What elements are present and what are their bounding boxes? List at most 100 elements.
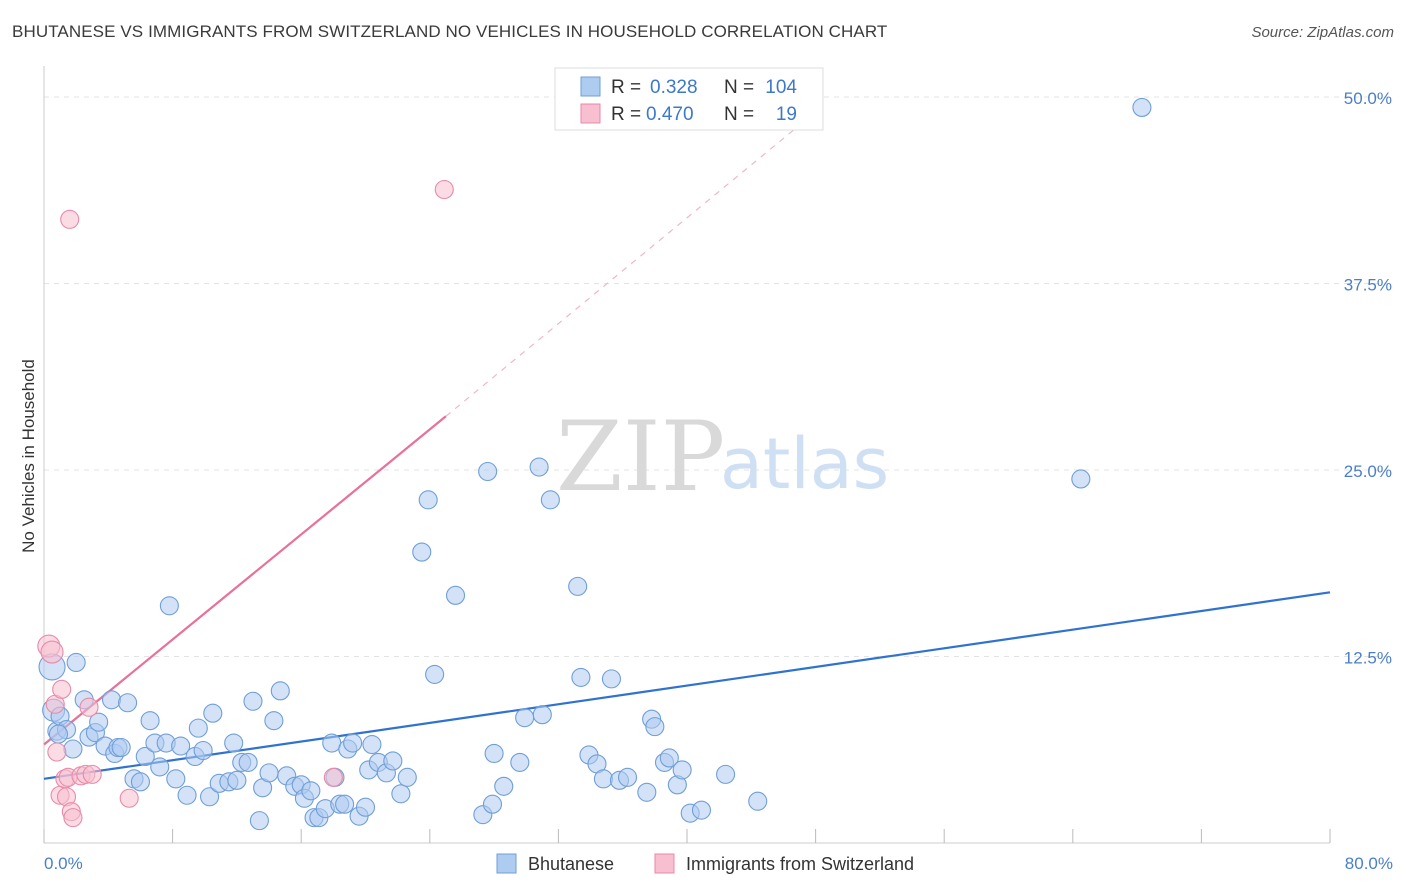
y-tick-label-2: 37.5% (1344, 276, 1392, 295)
bhutanese-point-49 (301, 781, 321, 801)
bhutanese-point-5 (63, 739, 83, 759)
bhutanese-point-73 (478, 461, 498, 482)
bhutanese-point-43 (264, 711, 284, 731)
bhutanese-point-27 (177, 785, 197, 805)
bhutanese-point-25 (166, 769, 186, 789)
watermark: ZIP atlas (556, 401, 889, 513)
bottom-legend-swatch-switzerland (654, 853, 675, 874)
x-tick-label-0: 0.0% (44, 854, 83, 873)
bhutanese-point-76 (494, 776, 514, 796)
bhutanese-point-42 (259, 763, 279, 783)
gridlines (44, 96, 1392, 657)
bhutanese-point-89 (617, 767, 638, 787)
y-tick-label-3: 50.0% (1344, 89, 1392, 108)
bhutanese-point-79 (529, 457, 549, 477)
bhutanese-point-101 (1071, 469, 1091, 489)
switzerland-point-15 (82, 764, 102, 784)
bhutanese-point-32 (203, 703, 223, 723)
bhutanese-point-98 (691, 800, 712, 820)
switzerland-point-14 (79, 697, 99, 717)
stats-legend: R = 0.328 N = 104 R = 0.470 N = 19 (554, 67, 824, 131)
bhutanese-point-94 (659, 748, 679, 768)
bhutanese-point-80 (532, 705, 552, 725)
bhutanese-point-96 (672, 760, 692, 780)
bhutanese-point-31 (200, 787, 220, 807)
bhutanese-point-53 (322, 733, 342, 753)
bhutanese-point-40 (249, 811, 269, 831)
watermark-zip: ZIP (556, 401, 725, 513)
bhutanese-point-19 (135, 746, 155, 767)
bhutanese-point-103 (48, 724, 69, 744)
bhutanese-point-26 (171, 736, 191, 756)
legend-r-value-2: 0.470 (646, 104, 694, 125)
bhutanese-point-12 (101, 690, 122, 710)
bhutanese-point-102 (1132, 97, 1152, 117)
y-tick-label-0: 12.5% (1344, 649, 1392, 668)
bhutanese-point-74 (482, 794, 503, 814)
bhutanese-point-83 (571, 667, 591, 687)
legend-n-value-1: 104 (765, 77, 797, 98)
bhutanese-point-70 (425, 664, 445, 684)
bottom-legend-label-switzerland: Immigrants from Switzerland (686, 854, 914, 874)
bhutanese-point-35 (224, 733, 244, 753)
bhutanese-point-68 (412, 542, 432, 562)
trend-lines (43, 111, 1331, 780)
x-tick-labels: 0.0% 80.0% (44, 854, 1393, 873)
switzerland-point-11 (63, 808, 83, 828)
bhutanese-point-18 (130, 772, 150, 792)
bhutanese-point-99 (716, 764, 736, 784)
bhutanese-point-16 (118, 693, 138, 713)
bhutanese-point-67 (397, 767, 417, 787)
bhutanese-point-56 (335, 794, 355, 814)
bhutanese-point-81 (540, 490, 560, 510)
bhutanese-point-6 (66, 652, 86, 673)
legend-n-label-1: N = (724, 77, 754, 98)
bottom-legend-label-bhutanese: Bhutanese (528, 854, 614, 874)
bhutanese-point-62 (362, 734, 382, 755)
switzerland-point-18 (434, 179, 454, 200)
bhutanese-point-24 (159, 596, 179, 616)
bhutanese-point-100 (748, 791, 768, 811)
bhutanese-point-86 (593, 769, 613, 789)
bhutanese-point-71 (445, 585, 466, 605)
watermark-atlas: atlas (720, 423, 889, 505)
bhutanese-point-22 (150, 757, 170, 777)
switzerland-point-1 (40, 640, 64, 664)
bhutanese-point-39 (243, 691, 263, 711)
legend-swatch-bhutanese (580, 76, 601, 97)
trend-line-1 (43, 415, 447, 746)
bhutanese-point-10 (89, 712, 109, 732)
bhutanese-point-60 (355, 797, 376, 817)
bhutanese-point-44 (270, 681, 290, 701)
switzerland-point-17 (323, 767, 343, 787)
trend-extension-1 (445, 111, 816, 417)
bhutanese-point-87 (601, 669, 621, 689)
legend-n-value-2: 19 (776, 104, 797, 125)
bhutanese-point-30 (193, 740, 213, 761)
bhutanese-point-77 (510, 752, 530, 772)
bhutanese-point-78 (515, 708, 535, 728)
legend-r-label-2: R = (611, 104, 641, 125)
x-tick-label-1: 80.0% (1345, 854, 1393, 873)
bhutanese-point-82 (568, 576, 588, 596)
bhutanese-point-69 (418, 490, 438, 510)
source-credit: Source: ZipAtlas.com (1251, 24, 1394, 41)
legend-r-value-1: 0.328 (650, 77, 698, 98)
bhutanese-point-75 (484, 743, 504, 764)
bhutanese-point-15 (111, 737, 131, 758)
bhutanese-point-66 (391, 784, 411, 804)
bhutanese-point-92 (645, 717, 665, 737)
y-tick-labels: 12.5% 25.0% 37.5% 50.0% (1344, 89, 1392, 668)
bhutanese-point-36 (227, 770, 247, 790)
bhutanese-point-38 (238, 752, 258, 772)
bhutanese-point-90 (637, 782, 657, 802)
y-axis-label: No Vehicles in Household (19, 359, 38, 553)
legend-n-label-2: N = (724, 104, 754, 125)
data-points (37, 97, 1152, 831)
switzerland-point-9 (60, 209, 80, 229)
switzerland-point-3 (47, 742, 67, 762)
bhutanese-point-29 (188, 718, 208, 738)
legend-r-label-1: R = (611, 77, 641, 98)
series-legend: Bhutanese Immigrants from Switzerland (496, 853, 914, 874)
chart-title: BHUTANESE VS IMMIGRANTS FROM SWITZERLAND… (12, 22, 888, 41)
